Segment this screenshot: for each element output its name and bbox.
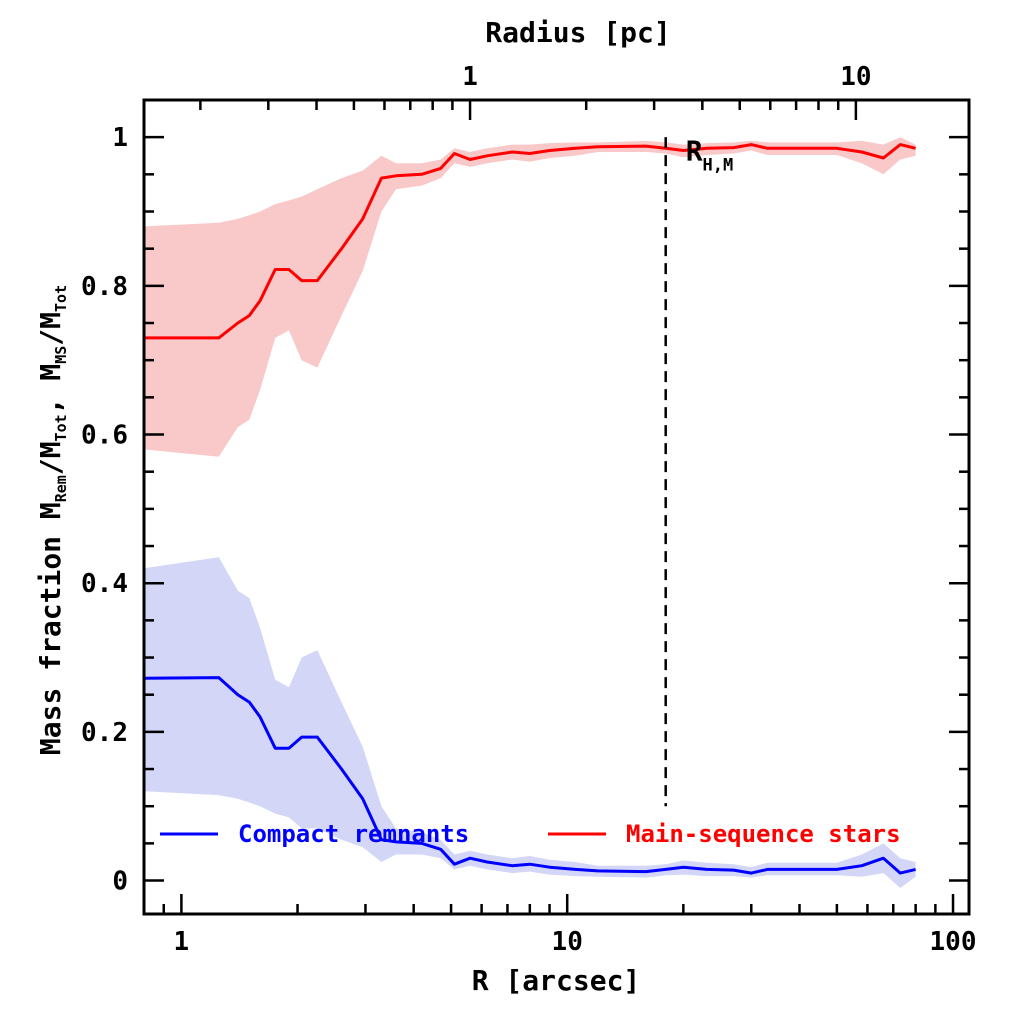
legend: Compact remnants Main-sequence stars — [160, 820, 901, 848]
y-formula-part-5: MS — [52, 346, 70, 364]
x-axis-label: R [arcsec] — [472, 964, 641, 997]
y-tick-label: 1 — [112, 123, 128, 153]
y-tick-label: 0.8 — [81, 272, 128, 302]
y-formula-part-7: Tot — [52, 285, 70, 312]
plot-frame — [142, 98, 971, 916]
axis-ticks — [142, 100, 969, 914]
y-axis-label-group: Mass fraction MRem/MTot, MMS/MTot — [34, 285, 70, 755]
y-formula-part-0: M — [34, 502, 67, 519]
y-axis-label: Mass fraction — [34, 536, 67, 755]
y-formula-part-6: /M — [34, 312, 67, 346]
y-tick-label: 0 — [112, 867, 128, 897]
legend-label: Main-sequence stars — [626, 820, 901, 848]
svg-text:Mass fraction MR: Mass fraction MRem/MTot, MMS/MTot — [34, 285, 70, 755]
rhm-main: R — [686, 134, 703, 167]
y-tick-label: 0.6 — [81, 421, 128, 451]
rhm-sub: H,M — [703, 155, 734, 175]
y-formula-part-3: Tot — [52, 414, 70, 441]
half-mass-radius-marker: RH,M — [664, 134, 734, 807]
x-tick-label: 10 — [552, 927, 583, 957]
main-sequence-stars-band — [144, 137, 916, 457]
legend-label: Compact remnants — [238, 820, 469, 848]
series-lines — [143, 143, 916, 875]
main-sequence-stars-line — [144, 143, 916, 340]
uncertainty-bands — [144, 137, 916, 888]
compact-remnants-line — [143, 676, 916, 875]
y-formula-part-1: Rem — [52, 475, 70, 502]
x2-tick-label: 1 — [462, 62, 478, 92]
y-tick-label: 0.4 — [81, 569, 128, 599]
y-tick-label: 0.2 — [81, 718, 128, 748]
x2-axis-label: Radius [pc] — [485, 16, 670, 49]
y-formula-part-2: /M — [34, 441, 67, 475]
x2-tick-label: 10 — [840, 62, 871, 92]
compact-remnants-band — [144, 557, 916, 888]
y-formula-part-4: , M — [34, 364, 67, 415]
x-tick-label: 1 — [174, 927, 190, 957]
x-tick-label: 100 — [930, 927, 977, 957]
half-mass-radius-label: RH,M — [686, 134, 734, 175]
